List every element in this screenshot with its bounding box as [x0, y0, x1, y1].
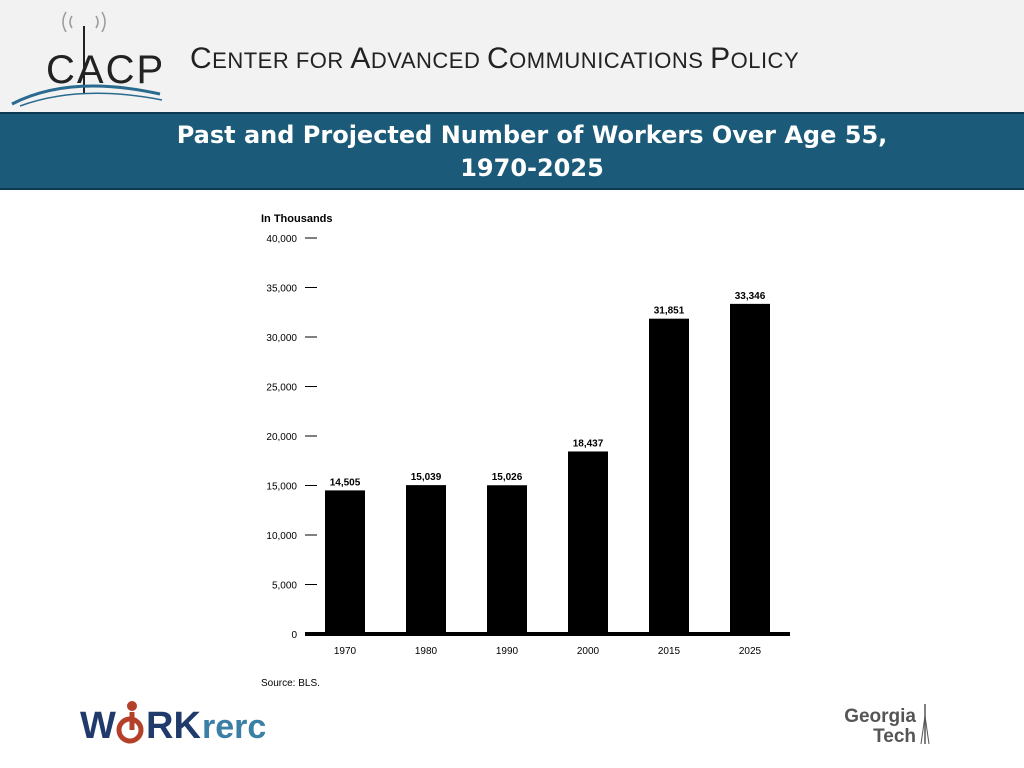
x-tick-label: 2025 — [739, 646, 762, 657]
bar — [406, 485, 446, 634]
organization-name: CENTER FOR ADVANCED COMMUNICATIONS POLIC… — [190, 42, 799, 76]
y-axis-label: In Thousands — [261, 213, 333, 225]
x-tick-label: 2000 — [577, 646, 600, 657]
cacp-logo: CACP — [10, 4, 170, 108]
y-tick-label: 20,000 — [266, 432, 297, 443]
bar — [568, 451, 608, 634]
georgia-tech-logo: Georgia Tech — [828, 700, 948, 748]
org-name-cap: C — [486, 42, 510, 75]
y-tick-label: 10,000 — [266, 531, 297, 542]
x-tick-label: 1980 — [415, 646, 438, 657]
bar — [730, 303, 770, 634]
org-name-rest: ENTER FOR — [212, 48, 351, 73]
bar — [649, 318, 689, 634]
x-tick-label: 1970 — [334, 646, 357, 657]
data-label: 15,026 — [492, 472, 523, 483]
org-name-cap: C — [190, 42, 213, 75]
gt-logo-line2: Tech — [873, 726, 916, 747]
work-logo-w: W — [80, 705, 116, 747]
org-name-cap: P — [710, 42, 731, 75]
org-name-rest: OMMUNICATIONS — [509, 48, 711, 73]
slide-header: CACP CENTER FOR ADVANCED COMMUNICATIONS … — [0, 0, 1024, 112]
bar — [487, 485, 527, 634]
y-tick-label: 15,000 — [266, 482, 297, 493]
y-tick-label: 25,000 — [266, 383, 297, 394]
tower-icon — [920, 704, 930, 745]
y-tick-label: 30,000 — [266, 333, 297, 344]
work-logo-rk: RK — [146, 705, 201, 747]
bar — [325, 490, 365, 634]
slide-title-line2: 1970-2025 — [460, 154, 604, 182]
work-rerc-logo: W RK rerc — [80, 700, 290, 748]
wheelchair-icon — [116, 701, 144, 744]
bar-chart: In Thousands 0 5,000 10,000 15,000 20,000 25,0… — [261, 213, 790, 689]
gt-logo-line1: Georgia — [844, 706, 916, 727]
title-band: Past and Projected Number of Workers Ove… — [0, 112, 1024, 190]
data-label: 18,437 — [573, 438, 604, 449]
org-name-cap: A — [350, 42, 371, 75]
y-tick-label: 40,000 — [266, 234, 297, 245]
x-tick-label: 2015 — [658, 646, 681, 657]
logo-text: CACP — [46, 48, 166, 92]
y-tick-label: 0 — [291, 630, 297, 641]
y-tick-label: 35,000 — [266, 284, 297, 295]
org-name-rest: DVANCED — [370, 48, 487, 73]
antenna-icon — [11, 11, 163, 107]
data-label: 33,346 — [735, 291, 766, 302]
y-tick-label: 5,000 — [272, 581, 297, 592]
x-tick-label: 1990 — [496, 646, 519, 657]
slide-title-line1: Past and Projected Number of Workers Ove… — [176, 121, 888, 149]
org-name-rest: OLICY — [730, 48, 800, 73]
data-label: 14,505 — [330, 477, 361, 488]
chart-source: Source: BLS. — [261, 678, 320, 689]
data-label: 15,039 — [411, 472, 442, 483]
work-logo-rerc: rerc — [202, 708, 266, 746]
data-label: 31,851 — [654, 306, 685, 317]
